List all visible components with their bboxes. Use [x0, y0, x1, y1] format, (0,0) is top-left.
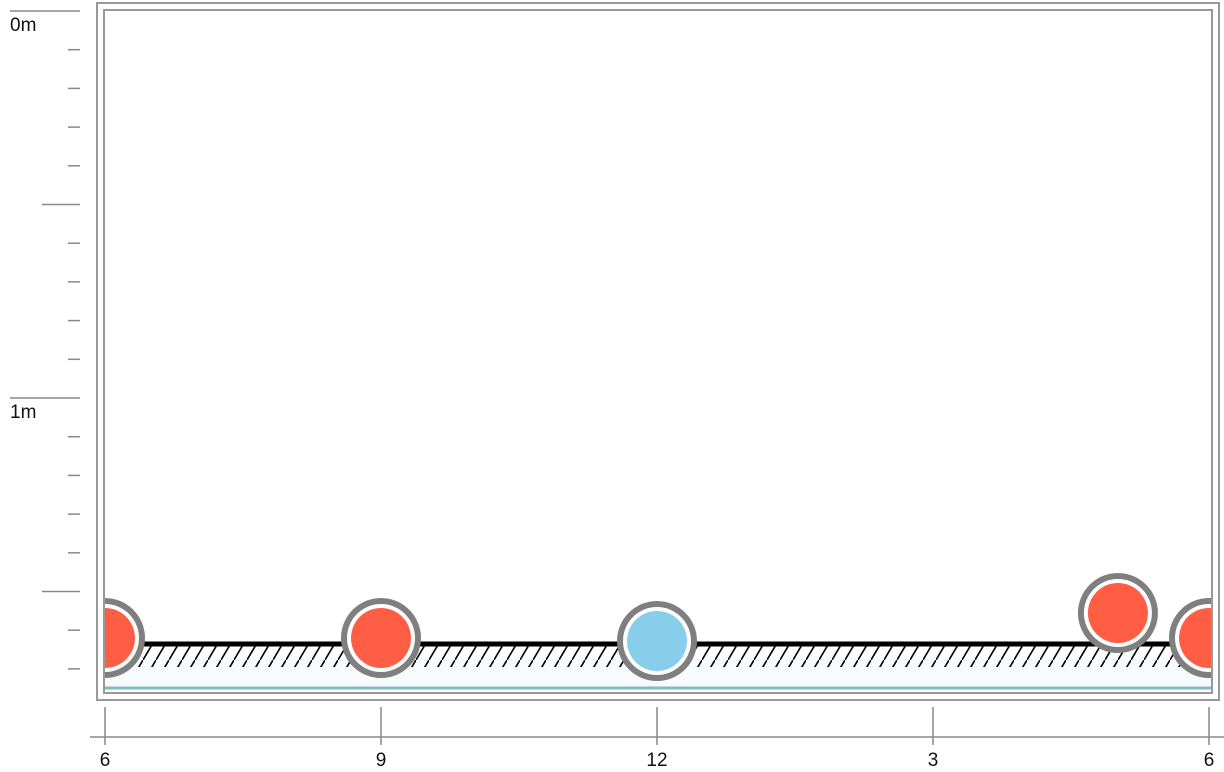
time-tick-label: 6 [100, 750, 111, 771]
depth-scale [10, 10, 80, 670]
marker-2 [341, 598, 421, 678]
inner-frame [103, 9, 1213, 694]
time-tick-label: 3 [928, 750, 939, 771]
time-axis-ticks [104, 707, 1210, 745]
outer-frame [96, 2, 1220, 701]
marker-3 [617, 601, 697, 681]
time-tick-label: 12 [646, 750, 667, 771]
time-tick-label: 6 [1204, 750, 1215, 771]
marker-layer [105, 573, 1211, 681]
depth-label-1m: 1m [10, 402, 36, 423]
time-tick-label: 9 [376, 750, 387, 771]
depth-label-0m: 0m [10, 15, 36, 36]
time-axis-labels: 6 9 12 3 6 [100, 750, 1215, 771]
marker-1 [105, 598, 145, 678]
marker-4 [1077, 573, 1158, 653]
marker-5 [1169, 598, 1211, 678]
